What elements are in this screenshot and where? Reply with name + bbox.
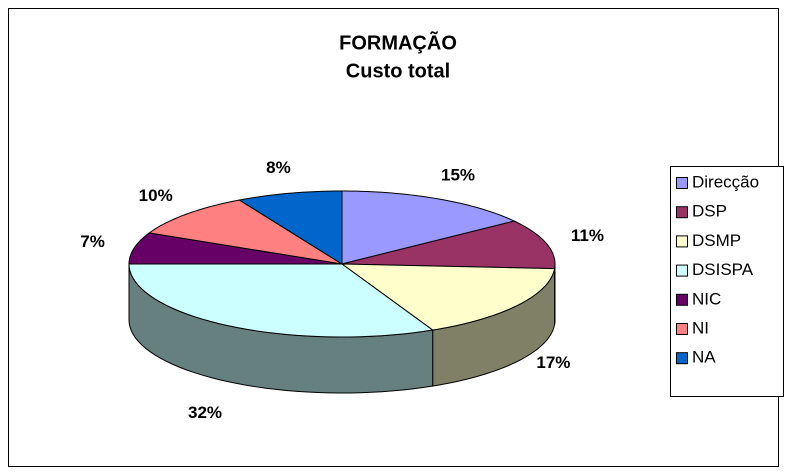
legend-label: NA [692,348,716,367]
chart-title: FORMAÇÃO [339,31,457,54]
slice [128,263,434,338]
chart-subtitle: Custo total [346,60,450,82]
legend-swatch [676,264,688,277]
legend-label: NIC [692,289,721,308]
legend-swatch [676,206,688,219]
legend-swatch [676,235,688,248]
legend-label: DSISPA [692,260,754,279]
slice [341,190,516,265]
data-label: 10% [139,186,173,205]
slice [340,263,556,331]
legend-swatch [676,323,688,335]
legend-label: NI [692,318,709,337]
data-label: 7% [80,232,105,251]
data-label: 15% [441,166,475,185]
data-label: 17% [536,353,570,372]
legend-box [670,166,784,397]
legend-swatch [676,293,688,306]
legend-swatch [676,177,688,189]
data-label: 11% [571,226,604,245]
legend-label: Direcção [692,172,759,191]
legend-label: DSMP [692,231,741,250]
data-label: 8% [266,158,291,177]
slice [238,190,343,265]
legend-label: DSP [692,202,727,221]
slice [147,199,343,265]
slice [341,220,556,270]
legend-swatch [676,352,688,365]
data-label: 32% [188,403,222,422]
slice [128,232,343,265]
